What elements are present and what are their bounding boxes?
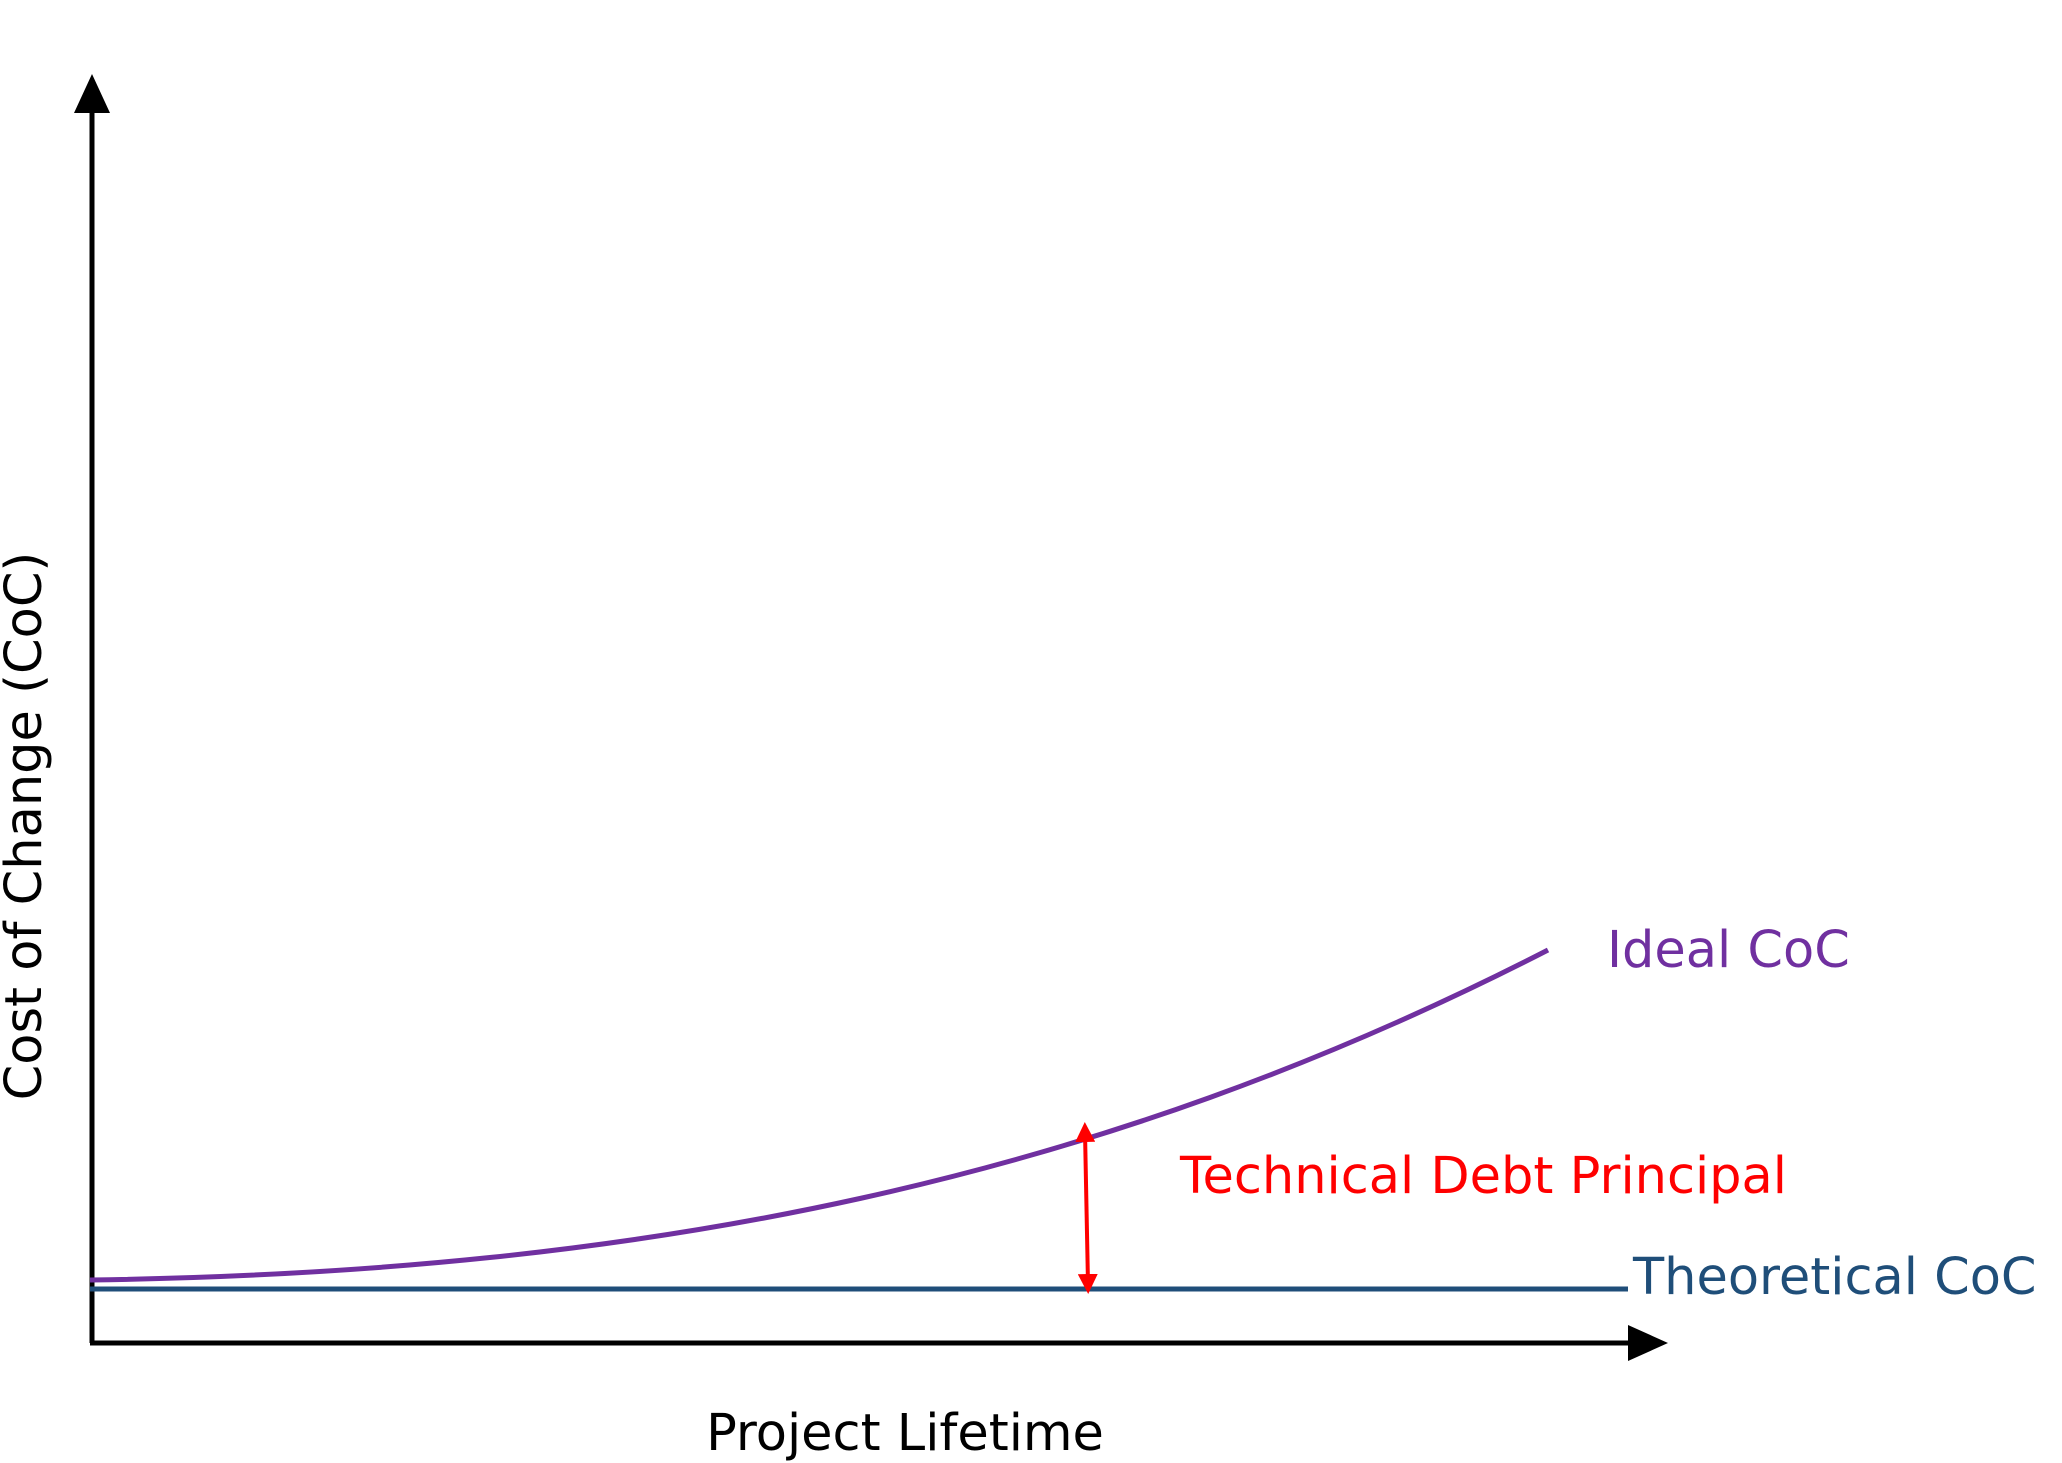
theoretical-coc-label: Theoretical CoC [1632, 1248, 2037, 1307]
y-axis-label: Cost of Change (CoC) [0, 552, 54, 1101]
technical-debt-arrow [1075, 1122, 1098, 1294]
y-axis-arrowhead [74, 74, 110, 113]
technical-debt-principal-label: Technical Debt Principal [1179, 1147, 1787, 1206]
x-axis-arrowhead [1628, 1325, 1668, 1361]
ideal-coc-label: Ideal CoC [1607, 921, 1850, 980]
x-axis-label: Project Lifetime [706, 1404, 1104, 1463]
ideal-coc-curve [89, 947, 1550, 1283]
